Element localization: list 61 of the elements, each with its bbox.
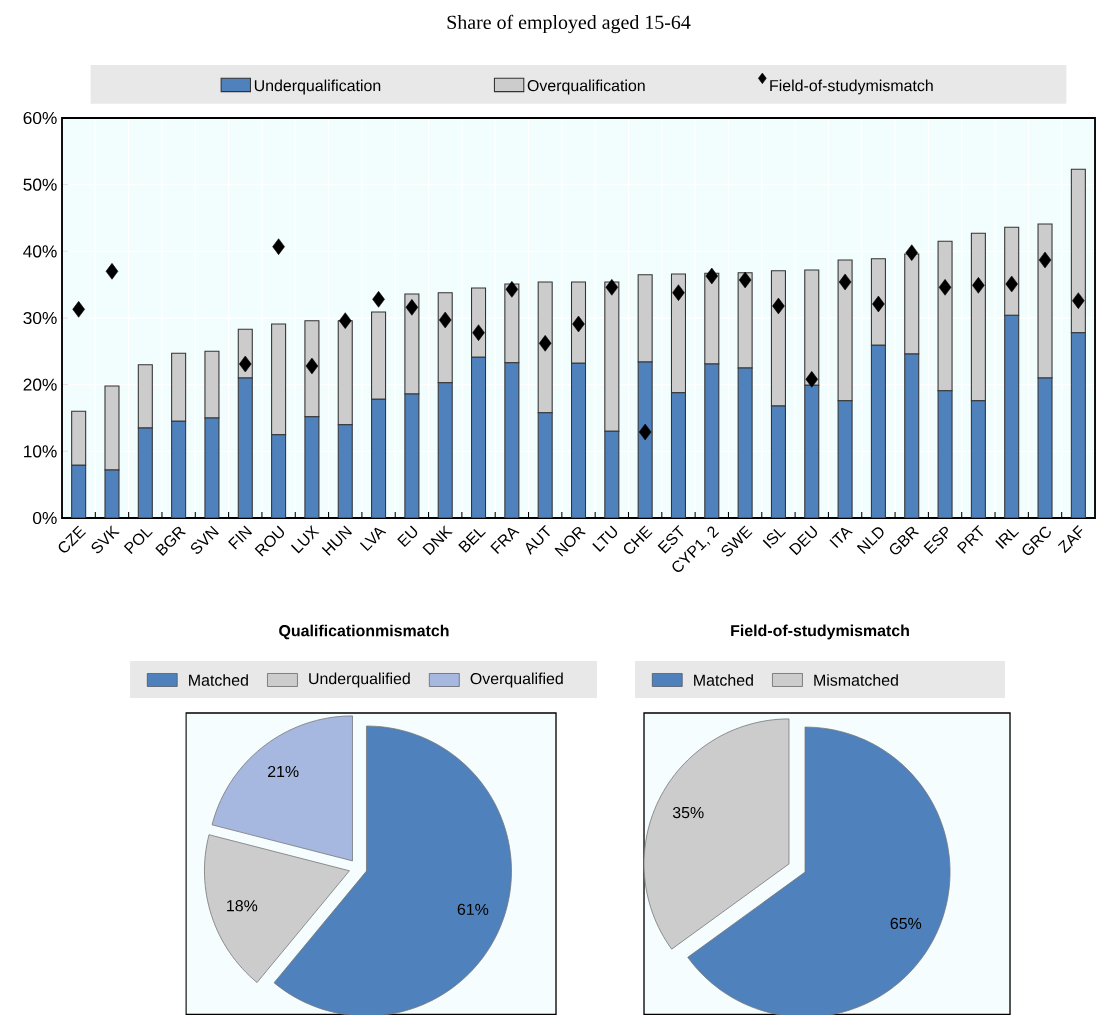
- point: [538, 335, 552, 352]
- chart-title: Field-of-studymismatch: [731, 624, 909, 640]
- point: [838, 273, 852, 291]
- x-tick-label: POL: [123, 529, 153, 555]
- legend-label: Matched: [694, 674, 753, 686]
- x-tick-label: LTU: [592, 525, 618, 552]
- legend-label: Field-of-studymismatch: [770, 79, 933, 95]
- point: [572, 315, 585, 333]
- point: [705, 267, 719, 285]
- y-tick-label: 50%: [23, 178, 57, 191]
- point: [105, 263, 119, 280]
- point: [672, 284, 685, 301]
- y-tick-label: 60%: [23, 111, 57, 125]
- point: [972, 277, 985, 294]
- point: [438, 311, 452, 329]
- legend-label: Overqualification: [527, 79, 645, 95]
- y-tick-label: 20%: [23, 378, 57, 391]
- x-tick-label: NLD: [856, 527, 884, 554]
- point: [872, 295, 885, 313]
- y-tick-label: 30%: [23, 311, 57, 325]
- x-tick-label: EU: [397, 525, 418, 548]
- y-tick-label: 40%: [23, 245, 57, 258]
- point: [805, 371, 819, 388]
- point: [638, 423, 652, 441]
- chart-title: Qualificationmismatch: [279, 624, 449, 640]
- x-tick-label: ITA: [829, 527, 853, 549]
- point: [272, 238, 285, 255]
- data-label: 65%: [890, 917, 922, 930]
- x-tick-label: ISL: [762, 529, 786, 549]
- legend-label: Mismatched: [814, 674, 898, 686]
- point: [938, 279, 952, 296]
- point: [1072, 292, 1085, 309]
- point: [1005, 275, 1018, 293]
- legend-label: Underqualification: [254, 79, 381, 95]
- x-tick-label: LVA: [359, 527, 387, 552]
- legend-label: Overqualified: [470, 672, 563, 688]
- legend-label: Matched: [189, 674, 248, 686]
- point: [738, 271, 752, 289]
- chart-title: Share of employed aged 15-64: [447, 14, 691, 34]
- point: [72, 301, 85, 318]
- x-tick-label: FRA: [490, 527, 520, 554]
- point: [1038, 251, 1052, 269]
- point: [905, 244, 918, 261]
- x-tick-label: IRL: [995, 528, 1020, 549]
- point: [405, 299, 419, 316]
- y-tick-label: 0%: [33, 511, 57, 525]
- point: [472, 324, 485, 341]
- point: [772, 297, 785, 315]
- y-tick-label: 10%: [24, 445, 57, 458]
- point: [605, 279, 619, 296]
- legend-label: Underqualified: [309, 672, 410, 688]
- data-label: 61%: [457, 903, 489, 915]
- data-label: 18%: [227, 900, 258, 912]
- x-tick-label: BEL: [458, 528, 486, 553]
- x-tick-label: FIN: [228, 525, 253, 550]
- point: [239, 355, 252, 373]
- point: [339, 312, 352, 329]
- point: [372, 291, 385, 308]
- data-label: 21%: [268, 765, 299, 778]
- data-label: 35%: [672, 806, 704, 819]
- point: [305, 357, 319, 375]
